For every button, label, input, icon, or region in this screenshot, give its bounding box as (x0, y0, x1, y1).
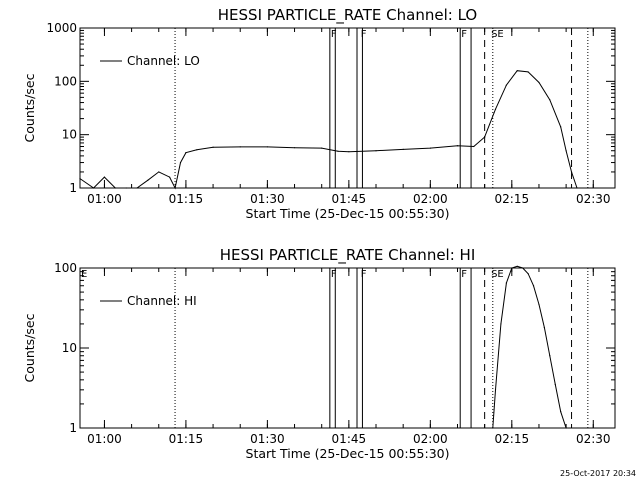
data-point (549, 99, 551, 101)
y-tick-label: 10 (62, 341, 77, 355)
data-point (543, 326, 545, 329)
data-point (348, 151, 350, 153)
data-point (293, 147, 296, 149)
data-point (532, 285, 535, 287)
chart-title: HESSI PARTICLE_RATE Channel: HI (220, 246, 476, 265)
x-tick-label: 01:00 (87, 432, 122, 446)
legend-label: Channel: LO (127, 54, 200, 68)
chart-panel-1: HESSI PARTICLE_RATE Channel: LO 1 10 100 100… (22, 6, 616, 221)
x-tick-label: 01:45 (332, 192, 367, 206)
data-point (321, 147, 323, 149)
data-point (103, 176, 106, 178)
x-tick-label: 02:15 (495, 432, 530, 446)
data-point (212, 146, 214, 148)
series-line (79, 70, 578, 190)
event-flag-label: E (81, 269, 87, 280)
data-point (492, 427, 494, 429)
y-tick-label: 100 (54, 74, 77, 88)
data-point (484, 136, 486, 138)
data-point (560, 126, 562, 128)
x-tick-label: 02:00 (413, 192, 448, 206)
x-tick-label: 02:00 (413, 432, 448, 446)
data-point (179, 161, 182, 164)
y-axis-label: Counts/sec (22, 73, 37, 142)
data-point (79, 178, 81, 180)
chart-panel-2: HESSI PARTICLE_RATE Channel: HI 1 10 100 01:… (22, 246, 616, 461)
data-point (147, 179, 149, 181)
event-flag-label: SE (491, 29, 504, 40)
y-tick-label: 1 (69, 421, 77, 435)
legend-label: Channel: HI (127, 294, 197, 308)
event-flag-label: F (461, 29, 467, 40)
data-point (570, 171, 573, 173)
data-point (549, 355, 551, 357)
plot-frame (79, 27, 616, 189)
plot-frame (79, 267, 616, 429)
data-point (560, 411, 562, 413)
data-point (266, 146, 268, 148)
data-point (402, 148, 404, 150)
chart-title: HESSI PARTICLE_RATE Channel: LO (218, 6, 477, 25)
data-point (375, 150, 377, 152)
footer-timestamp: 25-Oct-2017 20:34 (560, 469, 636, 478)
data-point (516, 265, 518, 267)
data-point (505, 84, 507, 86)
x-tick-label: 01:15 (169, 432, 204, 446)
data-point (565, 150, 567, 152)
y-axis-label: Counts/sec (22, 313, 37, 382)
data-point (576, 187, 578, 189)
data-point (158, 171, 160, 173)
series-line (492, 265, 567, 429)
y-tick-label: 1000 (46, 21, 77, 35)
event-flag-label: F (361, 29, 367, 40)
data-point (516, 70, 518, 72)
data-point (429, 147, 431, 149)
event-flag-label: F (331, 269, 337, 280)
event-flag-label: F (361, 269, 367, 280)
data-point (494, 108, 497, 110)
event-flag-label: F (331, 29, 337, 40)
data-point (174, 187, 176, 189)
data-point (522, 267, 524, 269)
data-point (505, 282, 507, 284)
data-point (554, 383, 556, 386)
data-point (511, 267, 513, 269)
data-point (114, 187, 116, 189)
x-tick-label: 01:15 (169, 192, 204, 206)
data-point (125, 187, 127, 189)
data-point (565, 427, 567, 429)
data-point (473, 145, 475, 148)
data-point (494, 389, 497, 391)
x-axis-label: Start Time (25-Dec-15 00:55:30) (246, 206, 450, 221)
data-point (239, 146, 241, 148)
data-point (185, 152, 187, 154)
event-flag-label: F (461, 269, 467, 280)
data-point (196, 149, 198, 151)
event-flag-label: SE (491, 269, 504, 280)
x-tick-label: 02:30 (576, 192, 611, 206)
y-tick-label: 1 (69, 181, 77, 195)
y-tick-label: 100 (54, 261, 77, 275)
data-point (538, 81, 540, 84)
data-point (136, 187, 138, 189)
x-tick-label: 01:00 (87, 192, 122, 206)
x-tick-label: 01:30 (250, 192, 285, 206)
data-point (169, 176, 171, 178)
data-point (92, 187, 95, 189)
data-point (337, 150, 339, 152)
data-point (500, 323, 502, 325)
y-tick-label: 10 (62, 128, 77, 142)
data-point (456, 145, 459, 147)
x-tick-label: 02:15 (495, 192, 530, 206)
x-tick-label: 01:45 (332, 432, 367, 446)
data-point (538, 303, 540, 306)
x-tick-label: 02:30 (576, 432, 611, 446)
x-tick-label: 01:30 (250, 432, 285, 446)
data-point (527, 273, 529, 275)
data-point (527, 71, 529, 73)
x-axis-label: Start Time (25-Dec-15 00:55:30) (246, 446, 450, 461)
